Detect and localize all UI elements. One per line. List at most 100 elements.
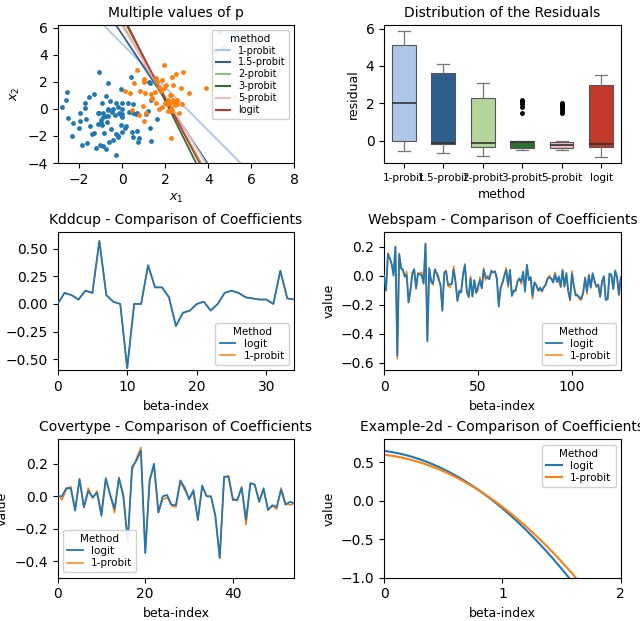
1-probit (95, 237, 103, 245)
Point (80, 104, 90, 114)
logit (102, 291, 110, 299)
Point (96, 118, 106, 128)
Point (145, 124, 155, 134)
1-probit (422, 240, 429, 247)
Point (120, 86, 130, 96)
Point (99, 128, 109, 138)
Point (77, 140, 87, 150)
Point (61, 95, 72, 105)
Y-axis label: value: value (0, 491, 9, 525)
logit (242, 294, 250, 301)
Point (157, 75, 167, 85)
logit (61, 289, 68, 297)
1-probit (604, 295, 611, 302)
logit (534, 287, 542, 294)
logit (502, 508, 510, 515)
1-probit (269, 300, 277, 307)
Point (176, 83, 186, 93)
1-probit (61, 289, 68, 297)
logit (124, 365, 131, 372)
logit (97, 512, 105, 520)
Point (79, 98, 90, 108)
Point (143, 78, 154, 88)
1-probit (102, 291, 110, 299)
logit (392, 243, 399, 250)
logit (273, 503, 280, 510)
1-probit (88, 289, 96, 297)
Point (168, 80, 178, 90)
Legend: 1-probit, 1.5-probit, 2-probit, 3-probit, 5-probit, logit: 1-probit, 1.5-probit, 2-probit, 3-probit… (212, 30, 289, 119)
Point (87, 129, 97, 138)
Point (128, 132, 138, 142)
logit (68, 291, 76, 299)
1-probit (276, 267, 284, 274)
Point (154, 82, 164, 92)
Point (166, 90, 176, 100)
Point (97, 112, 108, 122)
logit (604, 296, 611, 303)
1-probit (158, 284, 166, 291)
Y-axis label: value: value (323, 491, 335, 525)
Title: Distribution of the Residuals: Distribution of the Residuals (404, 6, 600, 19)
Point (116, 104, 127, 114)
1-probit (255, 296, 263, 303)
1-probit (392, 243, 399, 251)
logit (214, 300, 221, 307)
PathPatch shape (550, 142, 573, 148)
Point (138, 74, 148, 84)
logit (284, 295, 291, 302)
1-probit (435, 466, 443, 473)
Point (170, 70, 180, 79)
Point (172, 96, 182, 106)
Point (147, 94, 157, 104)
logit (216, 555, 223, 562)
Point (143, 106, 154, 116)
logit (262, 296, 270, 303)
Point (95, 140, 106, 150)
logit (221, 289, 228, 297)
logit (144, 261, 152, 269)
Point (116, 110, 127, 120)
Line: logit: logit (384, 451, 621, 621)
Point (139, 116, 149, 126)
1-probit (172, 322, 180, 330)
1-probit (75, 296, 83, 303)
logit (380, 272, 388, 279)
1-probit (534, 287, 542, 294)
Line: 1-probit: 1-probit (384, 243, 621, 359)
logit (116, 300, 124, 307)
Point (90, 128, 100, 138)
logit (81, 287, 89, 294)
Point (113, 102, 124, 112)
1-probit (426, 462, 433, 469)
logit (80, 504, 88, 511)
1-probit (193, 300, 200, 307)
Point (47, 101, 57, 111)
Point (107, 107, 117, 117)
Legend: logit, 1-probit: logit, 1-probit (63, 530, 136, 573)
Point (134, 109, 144, 119)
Title: Example-2d - Comparison of Coefficients: Example-2d - Comparison of Coefficients (360, 420, 640, 434)
Point (111, 98, 121, 108)
Point (101, 144, 111, 154)
1-probit (242, 294, 250, 301)
logit (435, 463, 443, 471)
Point (161, 79, 172, 89)
Point (139, 76, 149, 86)
logit (146, 476, 154, 484)
Y-axis label: $x_2$: $x_2$ (9, 87, 22, 101)
1-probit (221, 289, 228, 297)
Point (108, 135, 118, 145)
Point (163, 99, 173, 109)
1-probit (522, 522, 529, 530)
Legend: logit, 1-probit: logit, 1-probit (216, 322, 289, 365)
logit (95, 237, 103, 245)
Point (141, 109, 151, 119)
Point (145, 136, 156, 146)
Point (116, 120, 126, 130)
Point (132, 126, 143, 136)
logit (54, 492, 61, 500)
1-probit (380, 451, 388, 458)
1-probit (284, 295, 291, 302)
logit (617, 273, 625, 281)
